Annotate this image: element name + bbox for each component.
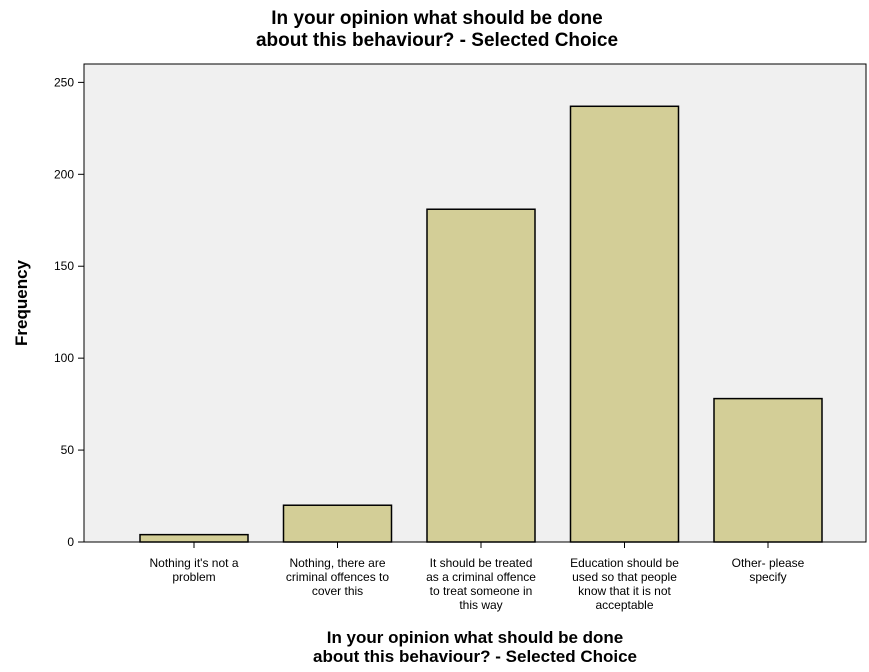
y-tick-label: 150 [54,259,74,273]
x-tick-label: Education should be [570,556,679,570]
y-axis: 0 50 100 150 200 250 [54,75,84,549]
x-axis-title-line: about this behaviour? - Selected Choice [313,647,637,666]
x-axis-title: In your opinion what should be doneabout… [313,628,637,666]
y-tick-label: 100 [54,351,74,365]
bar [426,208,536,543]
x-tick-label: this way [459,598,502,612]
y-tick-label: 250 [54,75,74,89]
y-tick-label: 200 [54,167,74,181]
bar [139,533,249,543]
y-tick-label: 50 [61,443,75,457]
chart-title-line: In your opinion what should be done [271,8,602,29]
x-axis-title-line: In your opinion what should be done [327,628,624,647]
bar [282,504,393,543]
x-tick-label: specify [749,570,786,584]
x-tick-label: know that it is not [578,584,671,598]
bar [569,105,680,543]
x-tick-label: to treat someone in [430,584,533,598]
x-tick-label: Other- please [732,556,805,570]
x-tick-label: cover this [312,584,363,598]
bars [139,105,823,543]
x-tick-label: used so that people [572,570,677,584]
x-tick-label: Nothing it's not a [149,556,238,570]
bar [713,397,823,543]
x-tick-label: It should be treated [430,556,533,570]
x-tick-label: Nothing, there are [289,556,385,570]
y-tick-label: 0 [67,535,74,549]
chart-title: In your opinion what should be doneabout… [256,8,618,51]
y-axis-title: Frequency [12,259,31,346]
x-tick-label: acceptable [595,598,653,612]
x-tick-label: as a criminal offence [426,570,536,584]
chart-title-line: about this behaviour? - Selected Choice [256,30,618,51]
x-tick-label: criminal offences to [286,570,389,584]
x-tick-label: problem [172,570,215,584]
